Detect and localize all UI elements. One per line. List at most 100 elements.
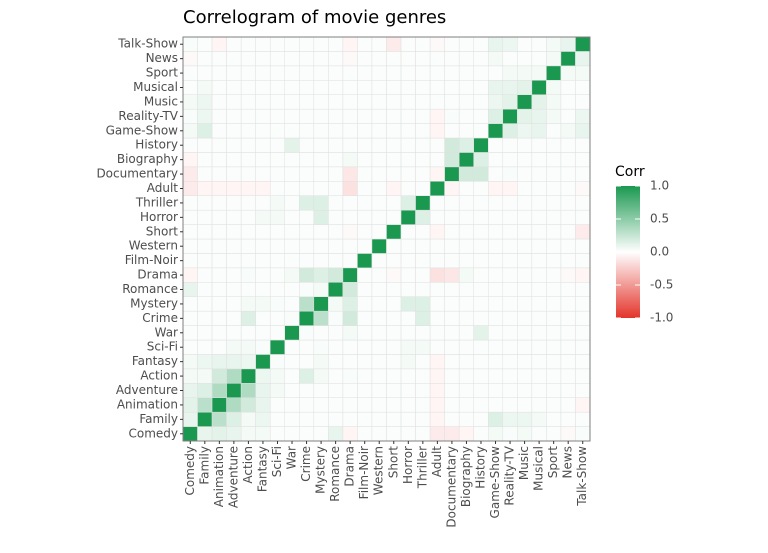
heat-cell <box>342 94 358 110</box>
heat-cell <box>313 426 329 442</box>
heat-cell <box>255 354 271 370</box>
heat-cell <box>517 310 533 326</box>
x-tick-label: Musical <box>532 446 546 491</box>
heat-cell <box>255 224 271 240</box>
heat-cell <box>415 65 431 81</box>
y-tick-label: Comedy <box>128 426 178 440</box>
heat-cell <box>269 166 286 182</box>
heat-cell <box>226 152 242 168</box>
heat-cell <box>546 397 562 413</box>
x-tick-label: Game-Show <box>488 446 502 519</box>
y-tick-label: Thriller <box>135 195 178 209</box>
heat-cell <box>488 325 504 341</box>
heat-cell <box>371 137 387 153</box>
heat-cell <box>502 267 518 283</box>
heat-cell <box>386 181 402 196</box>
heat-cell <box>560 181 576 196</box>
heat-cell <box>240 267 256 283</box>
x-tick-label: Adult <box>430 446 444 478</box>
heat-cell <box>269 310 286 326</box>
heat-cell <box>400 282 416 297</box>
heat-cell <box>400 65 416 81</box>
heat-cell <box>400 267 416 283</box>
heat-cell <box>357 36 373 52</box>
heat-cell <box>182 152 198 168</box>
heat-cell <box>531 94 547 110</box>
heat-cell <box>517 65 533 81</box>
heat-cell <box>284 238 300 254</box>
heat-cell <box>371 238 387 254</box>
heat-cell <box>299 310 315 326</box>
heat-cell <box>328 166 344 182</box>
heat-cell <box>531 224 547 240</box>
heat-cell <box>444 94 460 110</box>
heat-cell <box>226 238 242 254</box>
heat-cell <box>531 267 547 283</box>
x-tick-label: Mystery <box>314 446 328 494</box>
heat-cell <box>473 339 489 355</box>
heat-cell <box>226 65 242 81</box>
heat-cell <box>211 368 227 384</box>
y-tick-label: Musical <box>133 80 178 94</box>
heat-cell <box>517 152 533 168</box>
heat-cell <box>560 282 576 297</box>
heat-cell <box>458 209 474 225</box>
heat-cell <box>575 195 591 211</box>
heat-cell <box>575 36 591 52</box>
heat-cell <box>313 51 329 67</box>
heat-cell <box>255 137 271 153</box>
heat-cell <box>240 123 256 139</box>
heat-cell <box>357 397 373 413</box>
heat-cell <box>517 282 533 297</box>
heat-cell <box>240 94 256 110</box>
heat-cell <box>575 152 591 168</box>
heat-cell <box>342 51 358 67</box>
heat-cell <box>473 325 489 341</box>
heat-cell <box>488 310 504 326</box>
heat-cell <box>517 397 533 413</box>
heat-cell <box>299 368 315 384</box>
heat-cell <box>182 166 198 182</box>
heat-cell <box>386 195 402 211</box>
heat-cell <box>473 123 489 139</box>
heat-cell <box>240 36 256 52</box>
heat-cell <box>502 383 518 398</box>
heat-cell <box>575 282 591 297</box>
heat-cell <box>546 36 562 52</box>
heat-cell <box>284 80 300 95</box>
heat-cell <box>560 152 576 168</box>
heat-cell <box>328 94 344 110</box>
heat-cell <box>342 397 358 413</box>
heat-cell <box>357 137 373 153</box>
heat-cell <box>546 383 562 398</box>
heat-cell <box>458 411 474 427</box>
heat-cell <box>197 108 213 124</box>
heat-cell <box>488 238 504 254</box>
heat-cell <box>473 224 489 240</box>
heat-cell <box>429 209 445 225</box>
heat-cell <box>269 181 286 196</box>
heat-cell <box>240 137 256 153</box>
heat-cell <box>182 325 198 341</box>
heat-cell <box>328 339 344 355</box>
heat-cell <box>197 339 213 355</box>
heat-cell <box>299 383 315 398</box>
y-tick-label: Sci-Fi <box>147 340 178 354</box>
heat-cell <box>299 209 315 225</box>
heat-cell <box>226 339 242 355</box>
y-tick-label: Fantasy <box>132 354 178 368</box>
heat-cell <box>211 325 227 341</box>
heat-cell <box>488 267 504 283</box>
heat-cell <box>444 383 460 398</box>
heat-cell <box>546 354 562 370</box>
heat-cell <box>546 195 562 211</box>
heat-cell <box>371 166 387 182</box>
heat-cell <box>240 310 256 326</box>
heat-cell <box>415 411 431 427</box>
heat-cell <box>488 94 504 110</box>
heat-cell <box>299 195 315 211</box>
heat-cell <box>299 354 315 370</box>
heat-cell <box>546 224 562 240</box>
heat-cell <box>240 383 256 398</box>
